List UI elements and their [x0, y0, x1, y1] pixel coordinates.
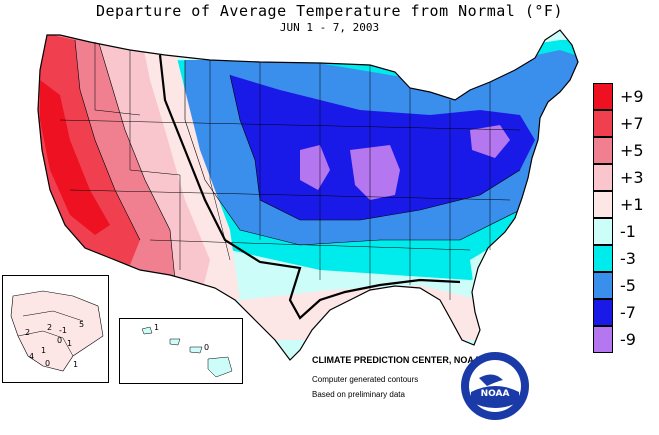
hawaii-map: [141, 326, 233, 378]
legend-label: +1: [620, 195, 644, 214]
alaska-label-10: -1: [59, 326, 67, 335]
alaska-label-7: 1: [41, 346, 47, 355]
alaska-label-3: 2: [47, 323, 53, 332]
legend-row: +7: [593, 110, 657, 137]
credit-preliminary: Based on preliminary data: [312, 390, 405, 399]
alaska-label-9: 0: [45, 359, 51, 368]
alaska-label-8: 1: [73, 360, 79, 369]
legend-swatch: [593, 83, 613, 110]
legend-swatch: [593, 299, 613, 326]
credit-generated: Computer generated contours: [312, 375, 419, 384]
legend-row: +5: [593, 137, 657, 164]
alaska-map: [10, 290, 104, 372]
hawaii-inset: 1 0: [119, 318, 243, 384]
legend-swatch: [593, 137, 613, 164]
alaska-label-5: 1: [67, 339, 73, 348]
logo-text: NOAA: [481, 389, 510, 399]
legend-label: +9: [620, 87, 644, 106]
legend-label: +5: [620, 141, 644, 160]
legend-row: -5: [593, 272, 657, 299]
noaa-logo: NOAA: [461, 352, 529, 420]
legend-row: +9: [593, 83, 657, 110]
legend-label: +7: [620, 114, 644, 133]
hawaii-label-2: 0: [204, 343, 210, 352]
legend-row: -9: [593, 326, 657, 353]
us-outline: [37, 29, 579, 361]
legend-row: +3: [593, 164, 657, 191]
legend-label: -9: [620, 330, 636, 349]
alaska-label-1: 2: [25, 328, 31, 337]
legend-swatch: [593, 218, 613, 245]
legend-row: -7: [593, 299, 657, 326]
legend-swatch: [593, 272, 613, 299]
legend-swatch: [593, 326, 613, 353]
map-title: Departure of Average Temperature from No…: [95, 2, 563, 20]
alaska-inset: 2 5 2 0 1 4 1 1 0 -1: [2, 275, 109, 383]
bird-icon: [479, 374, 503, 386]
legend-swatch: [593, 110, 613, 137]
map-subtitle: JUN 1 - 7, 2003: [279, 21, 380, 34]
hawaii-label-1: 1: [154, 323, 160, 332]
legend-label: +3: [620, 168, 644, 187]
legend-label: -3: [620, 249, 636, 268]
legend-row: -3: [593, 245, 657, 272]
legend-label: -5: [620, 276, 636, 295]
alaska-label-4: 0: [57, 336, 63, 345]
credit-center: CLIMATE PREDICTION CENTER, NOAA: [312, 355, 481, 365]
alaska-label-6: 4: [29, 352, 35, 361]
legend-swatch: [593, 164, 613, 191]
legend-label: -1: [620, 222, 636, 241]
legend-row: -1: [593, 218, 657, 245]
legend-row: +1: [593, 191, 657, 218]
legend-label: -7: [620, 303, 636, 322]
legend-swatch: [593, 191, 613, 218]
color-legend: +9 +7 +5 +3 +1 -1 -3 -5 -7 -9: [593, 83, 657, 353]
legend-swatch: [593, 245, 613, 272]
alaska-label-2: 5: [79, 320, 85, 329]
state-boundaries: [59, 42, 521, 300]
